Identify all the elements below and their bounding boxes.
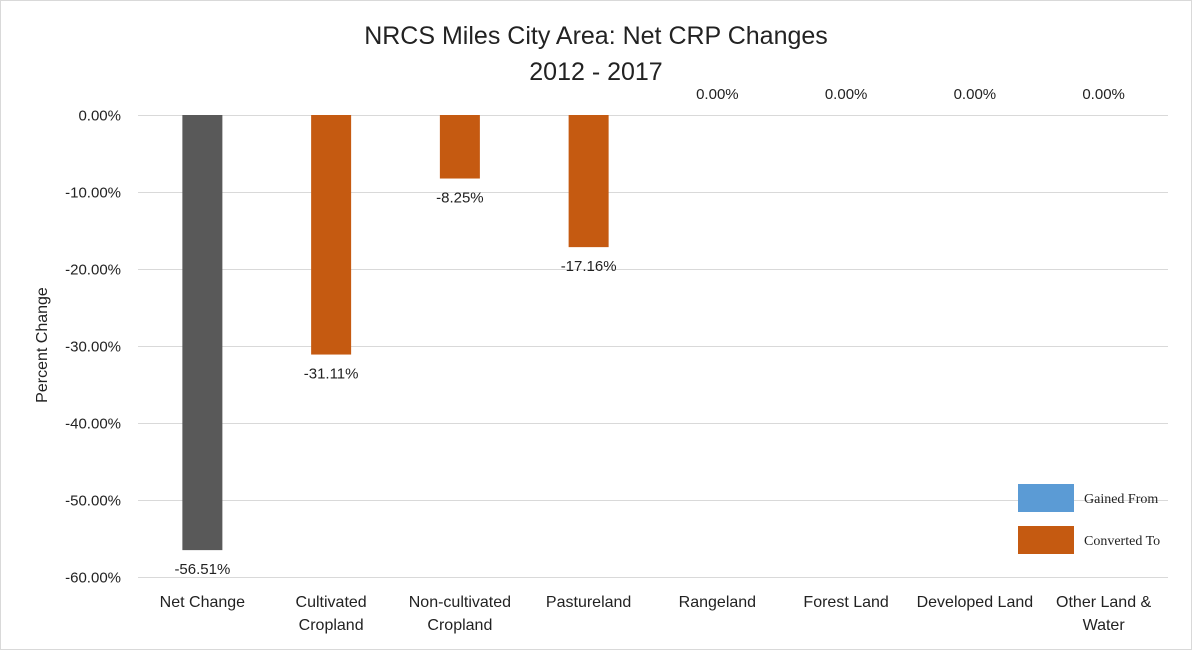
category-label: Developed Land <box>917 594 1034 611</box>
data-labels: -56.51% -31.11% -8.25% -17.16% 0.00% 0.00% 0.0… <box>174 86 1124 578</box>
category-label: Water <box>1083 617 1126 634</box>
y-tick-label: -20.00% <box>65 262 121 279</box>
legend-label: Gained From <box>1084 492 1158 507</box>
category-label: Forest Land <box>803 594 888 611</box>
legend: Gained From Converted To <box>1018 484 1160 554</box>
chart-title-line-1: NRCS Miles City Area: Net CRP Changes <box>364 22 828 50</box>
y-tick-label: -60.00% <box>65 570 121 587</box>
bar <box>182 115 223 551</box>
legend-label: Converted To <box>1084 534 1160 549</box>
data-label: -17.16% <box>561 258 617 275</box>
category-label: Rangeland <box>679 594 756 611</box>
legend-swatch <box>1018 484 1074 512</box>
bar <box>568 115 609 248</box>
chart-title-line-2: 2012 - 2017 <box>529 58 662 86</box>
y-tick-label: -10.00% <box>65 185 121 202</box>
y-tick-label: -40.00% <box>65 416 121 433</box>
data-label: 0.00% <box>954 86 997 103</box>
category-label: Net Change <box>160 594 245 611</box>
category-label: Cultivated <box>296 594 367 611</box>
y-tick-label: 0.00% <box>78 108 121 125</box>
y-tick-label: -30.00% <box>65 339 121 356</box>
bar <box>439 115 480 179</box>
data-label: -56.51% <box>174 561 230 578</box>
category-label: Pastureland <box>546 594 631 611</box>
category-label: Cropland <box>427 617 492 634</box>
category-label: Non-cultivated <box>409 594 511 611</box>
gridlines <box>138 115 1168 578</box>
data-label: 0.00% <box>1082 86 1125 103</box>
y-tick-labels: 0.00% -10.00% -20.00% -30.00% -40.00% -50.00%… <box>65 108 121 587</box>
y-axis-label: Percent Change <box>34 287 51 403</box>
bar <box>311 115 352 355</box>
bars <box>182 115 609 551</box>
data-label: 0.00% <box>696 86 739 103</box>
data-label: -31.11% <box>304 366 359 383</box>
legend-swatch <box>1018 526 1074 554</box>
y-tick-label: -50.00% <box>65 493 121 510</box>
category-labels: Net Change Cultivated Cropland Non-cultivat… <box>160 594 1152 634</box>
category-label: Other Land & <box>1056 594 1152 611</box>
category-label: Cropland <box>299 617 364 634</box>
data-label: -8.25% <box>436 190 484 207</box>
data-label: 0.00% <box>825 86 868 103</box>
